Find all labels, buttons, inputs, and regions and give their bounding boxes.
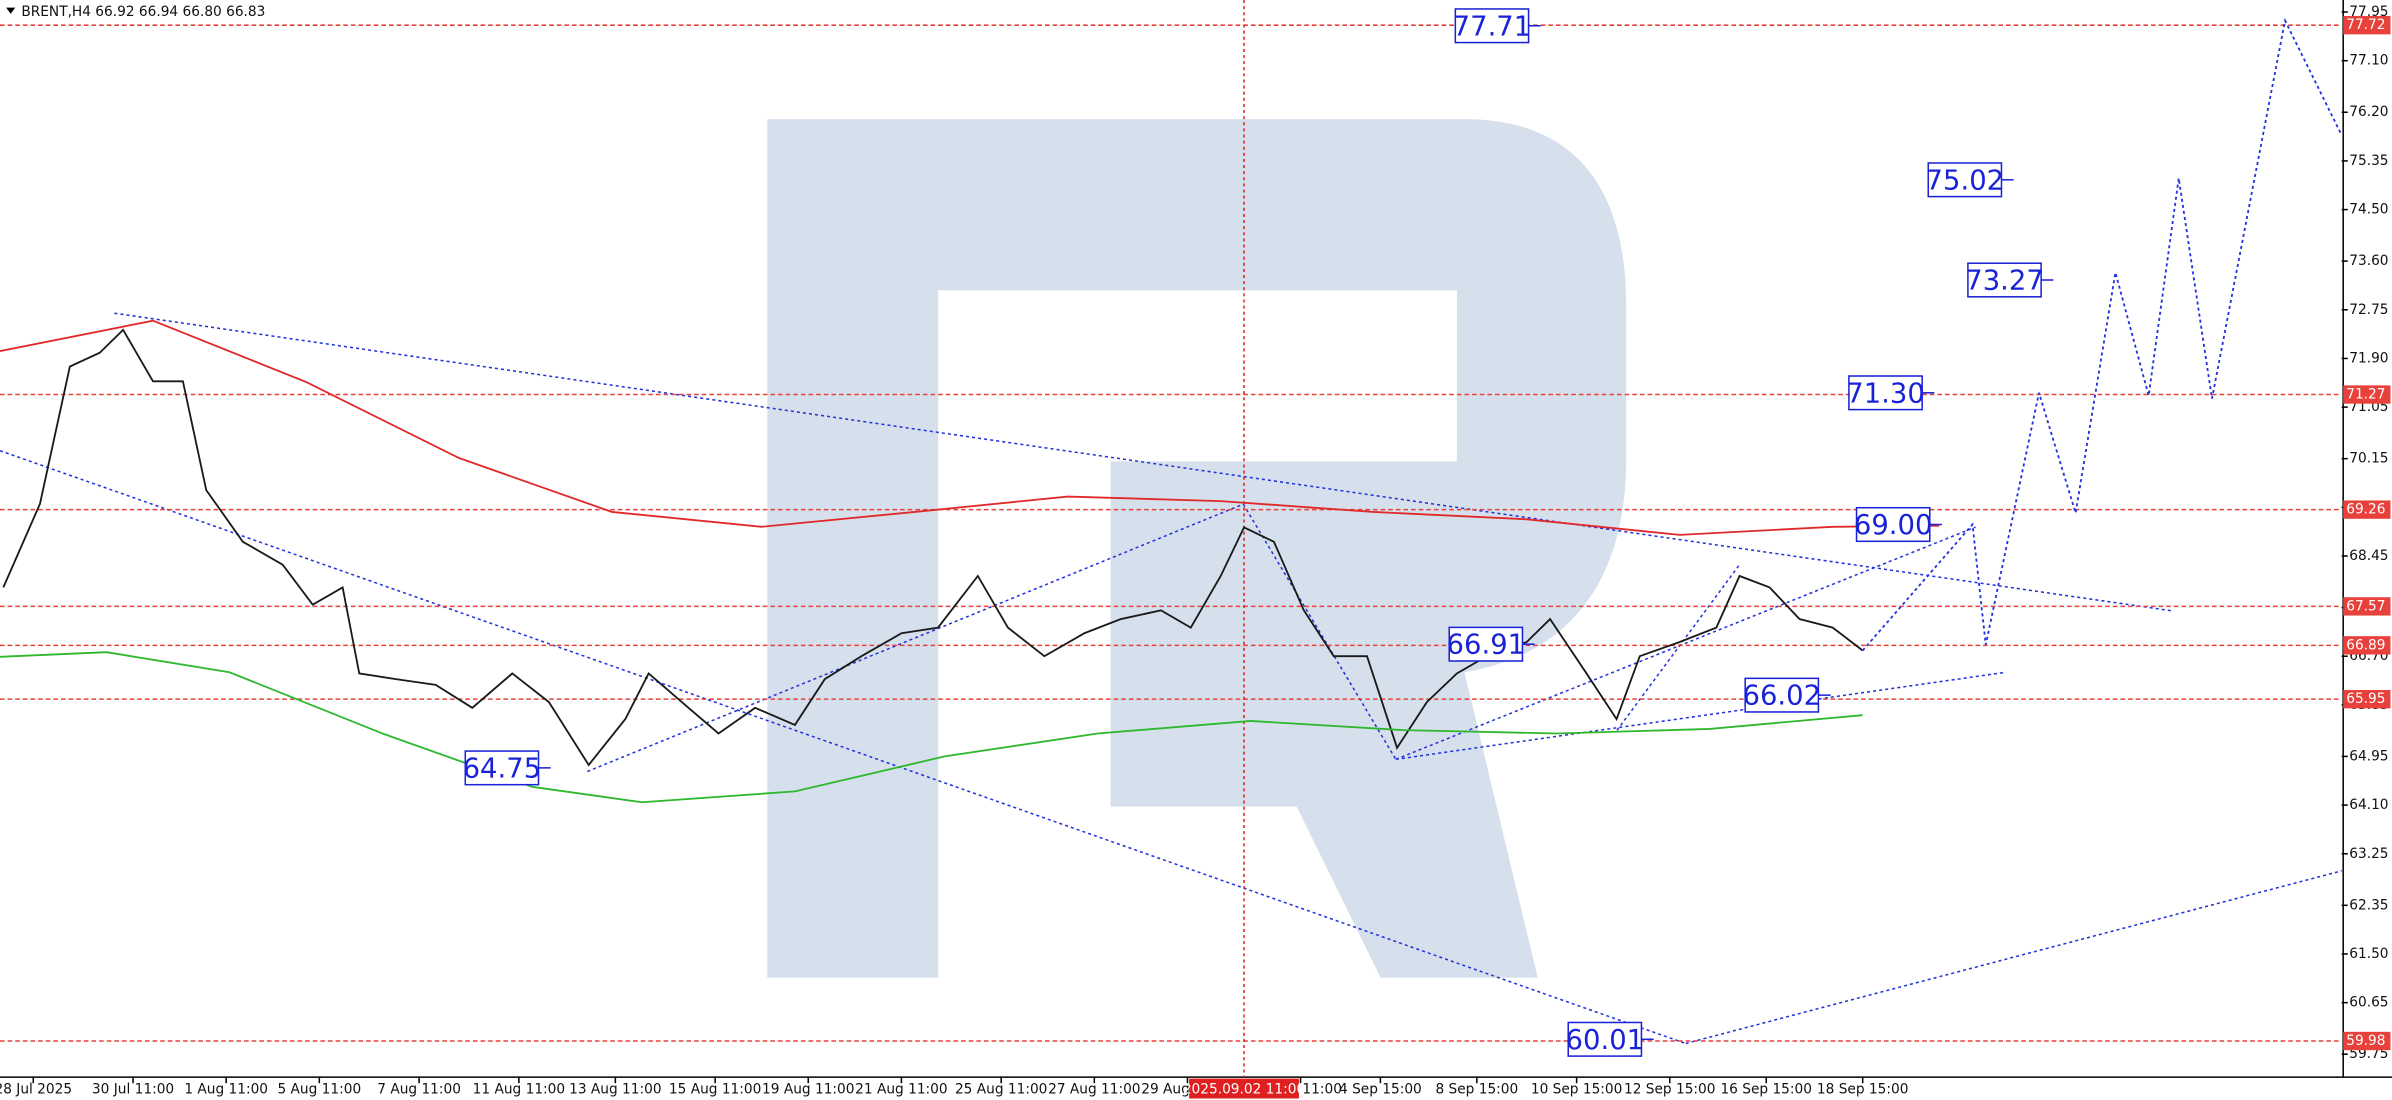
forecast-level-box — [464, 750, 540, 786]
y-tick-label: 77.10 — [2349, 53, 2388, 69]
x-tick-label: 11 Aug 11:00 — [473, 1081, 565, 1097]
chart-title: BRENT,H4 66.92 66.94 66.80 66.83 — [21, 4, 265, 20]
trend-lines — [0, 312, 2342, 1045]
price-level-tag — [2343, 689, 2391, 709]
price-level-tag — [2343, 385, 2391, 404]
price-level-tag — [2343, 636, 2391, 655]
y-tick-label: 68.45 — [2349, 548, 2388, 564]
forecast-level-label: 60.01 — [1566, 1025, 1645, 1056]
crosshair-label: 2025.09.02 11:00 — [1183, 1081, 1305, 1097]
y-tick-label: 61.50 — [2349, 946, 2388, 962]
y-tick-label: 64.95 — [2349, 748, 2388, 764]
forecast-level-label: 66.91 — [1447, 630, 1526, 661]
price-level-label: 66.89 — [2346, 637, 2385, 653]
y-tick-label: 60.65 — [2349, 995, 2388, 1011]
forecast-level-label: 66.02 — [1743, 681, 1822, 712]
trend-line — [1616, 564, 1740, 731]
watermark — [767, 119, 1627, 978]
y-tick-label: 77.95 — [2349, 4, 2388, 20]
forecast-level-label: 69.00 — [1854, 510, 1933, 541]
trend-line — [1395, 671, 2007, 761]
forecast-level-label: 71.30 — [1846, 378, 1925, 409]
y-tick-label: 63.25 — [2349, 846, 2388, 862]
y-tick-label: 73.60 — [2349, 253, 2388, 269]
y-tick-label: 62.35 — [2349, 897, 2388, 913]
x-tick-label: 30 Jul 11:00 — [92, 1081, 174, 1097]
watermark-logo — [767, 119, 1627, 978]
trend-line — [1395, 526, 1976, 761]
forecast-level-box — [1448, 626, 1524, 662]
y-tick-label: 74.50 — [2349, 202, 2388, 218]
forecast-level-label: 75.02 — [1926, 165, 2005, 196]
y-tick-label: 75.35 — [2349, 153, 2388, 169]
price-level-label: 69.26 — [2346, 502, 2385, 518]
price-level-label: 65.95 — [2346, 691, 2385, 707]
x-tick-label: 13 Aug 11:00 — [569, 1081, 661, 1097]
forecast-level-label: 77.71 — [1453, 11, 1532, 42]
forecast-level-box — [1967, 262, 2042, 298]
forecast-level-box — [1927, 162, 2003, 198]
series-line — [1861, 17, 2343, 652]
x-tick-label: 10 Sep 15:00 — [1531, 1081, 1623, 1097]
forecast-level-box — [1848, 375, 1923, 411]
price-level-tag — [2343, 597, 2391, 616]
y-tick-label: 70.15 — [2349, 451, 2388, 467]
trend-line — [114, 312, 2174, 612]
x-tick-label: 8 Sep 15:00 — [1435, 1081, 1518, 1097]
trend-line — [587, 503, 1244, 773]
price-level-label: 71.27 — [2346, 387, 2385, 403]
x-tick-label: 16 Sep 15:00 — [1720, 1081, 1812, 1097]
y-tick-label: 59.75 — [2349, 1046, 2388, 1062]
price-level-tag — [2343, 500, 2391, 519]
x-tick-label: 21 Aug 11:00 — [855, 1081, 947, 1097]
series-line — [2, 328, 1864, 767]
x-tick-label: 18 Sep 15:00 — [1817, 1081, 1909, 1097]
crosshair-tag — [1189, 1078, 1299, 1099]
price-level-label: 77.72 — [2346, 17, 2385, 33]
y-tick-label: 64.10 — [2349, 797, 2388, 813]
forecast-level-label: 73.27 — [1965, 266, 2044, 297]
forecast-level-box — [1855, 506, 1931, 543]
x-tick-label: 15 Aug 11:00 — [669, 1081, 761, 1097]
forecast-level-box — [1744, 677, 1820, 713]
series-line — [0, 319, 1940, 536]
y-tick-label: 76.20 — [2349, 104, 2388, 120]
forecast-level-box — [1454, 8, 1530, 44]
price-level-tag — [2343, 1031, 2391, 1051]
forecast-level-label: 64.75 — [463, 753, 542, 784]
trend-line — [0, 449, 1686, 1045]
menu-arrow — [6, 7, 16, 14]
x-tick-label: 4 Sep 15:00 — [1339, 1081, 1422, 1097]
price-level-label: 59.98 — [2346, 1033, 2385, 1049]
x-tick-label: 1 Aug 11:00 — [184, 1081, 268, 1097]
price-level-tag — [2343, 16, 2391, 35]
x-tick-label: 19 Aug 11:00 — [762, 1081, 854, 1097]
x-tick-label: 12 Sep 15:00 — [1624, 1081, 1716, 1097]
y-tick-label: 71.90 — [2349, 350, 2388, 366]
price-level-label: 67.57 — [2346, 598, 2385, 614]
forecast-level-box — [1567, 1021, 1643, 1057]
x-tick-label: 25 Aug 11:00 — [955, 1081, 1047, 1097]
x-tick-label: 7 Aug 11:00 — [377, 1081, 461, 1097]
y-tick-label: 72.75 — [2349, 302, 2388, 318]
x-tick-label: 27 Aug 11:00 — [1048, 1081, 1140, 1097]
trend-line — [1242, 503, 1397, 760]
x-tick-label: 5 Aug 11:00 — [277, 1081, 361, 1097]
series-line — [0, 651, 1863, 804]
x-tick-label: 28 Jul 2025 — [0, 1081, 72, 1097]
